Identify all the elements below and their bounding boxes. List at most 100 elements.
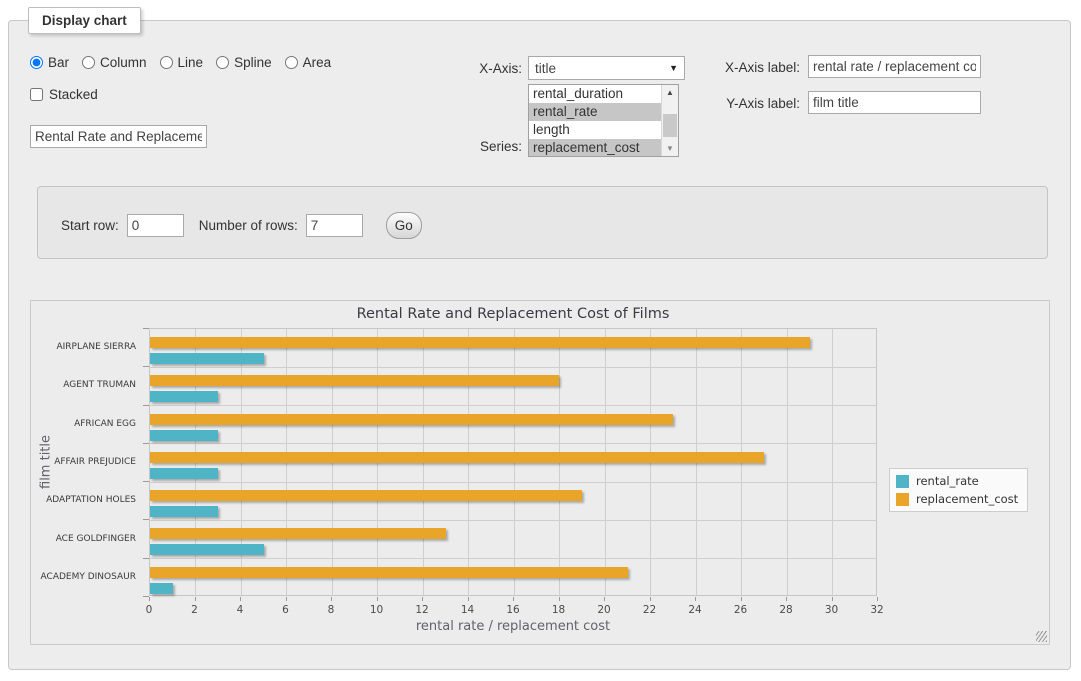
scrollbar-thumb[interactable] <box>663 114 677 137</box>
x-tick <box>422 597 423 601</box>
fieldset-legend: Display chart <box>28 7 141 34</box>
x-tick-label: 24 <box>680 604 710 616</box>
chart-container: Rental Rate and Replacement Cost of Film… <box>30 300 1050 645</box>
x-tick <box>468 597 469 601</box>
radio-column-label: Column <box>100 55 147 70</box>
x-tick-label: 18 <box>544 604 574 616</box>
legend-label: replacement_cost <box>916 492 1018 506</box>
radio-spline-label: Spline <box>234 55 272 70</box>
bar-rental_rate <box>150 430 218 441</box>
series-option-replacement_cost[interactable]: replacement_cost <box>529 139 661 157</box>
number-of-rows-input[interactable] <box>306 214 363 237</box>
series-scrollbar[interactable]: ▲ ▼ <box>661 85 678 156</box>
bar-rental_rate <box>150 468 218 479</box>
radio-area-input[interactable] <box>285 56 298 69</box>
gridline <box>150 558 876 559</box>
radio-column-input[interactable] <box>82 56 95 69</box>
radio-spline-input[interactable] <box>216 56 229 69</box>
resize-handle-icon[interactable] <box>1036 631 1047 642</box>
radio-bar-input[interactable] <box>30 56 43 69</box>
chart-x-axis-title: rental rate / replacement cost <box>149 619 877 634</box>
series-option-rental_rate[interactable]: rental_rate <box>529 103 661 121</box>
x-axis-label-label: X-Axis label: <box>690 60 800 75</box>
legend-item-rental_rate: rental_rate <box>896 474 1018 488</box>
page: Display chart Bar Column Line Spline Area St… <box>0 0 1081 681</box>
scroll-down-icon[interactable]: ▼ <box>662 141 678 156</box>
x-axis-label-input[interactable] <box>808 55 981 78</box>
bar-replacement_cost <box>150 567 628 578</box>
x-tick <box>240 597 241 601</box>
x-tick-label: 32 <box>862 604 892 616</box>
y-tick <box>143 519 149 520</box>
x-tick <box>877 597 878 601</box>
x-tick-label: 20 <box>589 604 619 616</box>
bar-replacement_cost <box>150 490 582 501</box>
chart-legend: rental_rate replacement_cost <box>889 468 1028 512</box>
x-tick <box>559 597 560 601</box>
bar-replacement_cost <box>150 375 559 386</box>
go-button[interactable]: Go <box>386 212 422 239</box>
x-tick <box>741 597 742 601</box>
legend-label: rental_rate <box>916 474 979 488</box>
series-option-rental_duration[interactable]: rental_duration <box>529 85 661 103</box>
x-tick <box>377 597 378 601</box>
x-tick <box>149 597 150 601</box>
x-axis-selected-value: title <box>535 61 669 76</box>
category-label: ACADEMY DINOSAUR <box>31 572 143 582</box>
y-tick <box>143 366 149 367</box>
series-multiselect[interactable]: rental_durationrental_ratelengthreplacem… <box>528 84 679 157</box>
series-option-length[interactable]: length <box>529 121 661 139</box>
x-tick-label: 16 <box>498 604 528 616</box>
bar-replacement_cost <box>150 452 764 463</box>
gridline <box>150 367 876 368</box>
x-tick-label: 30 <box>817 604 847 616</box>
chart-title-input[interactable] <box>30 125 207 148</box>
y-tick <box>143 481 149 482</box>
chart-title: Rental Rate and Replacement Cost of Film… <box>149 306 877 322</box>
chart-type-radio-bar[interactable]: Bar <box>30 55 69 70</box>
bar-rental_rate <box>150 391 218 402</box>
bar-replacement_cost <box>150 414 673 425</box>
chart-type-radio-line[interactable]: Line <box>160 55 204 70</box>
gridline <box>150 405 876 406</box>
bar-rental_rate <box>150 583 173 594</box>
radio-line-input[interactable] <box>160 56 173 69</box>
radio-area-label: Area <box>303 55 332 70</box>
gridline <box>832 329 833 595</box>
stacked-checkbox[interactable] <box>30 88 43 101</box>
x-tick <box>331 597 332 601</box>
chart-type-radio-spline[interactable]: Spline <box>216 55 272 70</box>
stacked-label: Stacked <box>49 87 98 102</box>
gridline <box>150 520 876 521</box>
x-tick-label: 4 <box>225 604 255 616</box>
x-tick-label: 26 <box>726 604 756 616</box>
stacked-checkbox-row[interactable]: Stacked <box>30 87 98 102</box>
x-tick <box>513 597 514 601</box>
chart-type-radio-column[interactable]: Column <box>82 55 147 70</box>
bar-replacement_cost <box>150 337 810 348</box>
start-row-label: Start row: <box>61 218 119 233</box>
radio-line-label: Line <box>178 55 204 70</box>
chart-type-group: Bar Column Line Spline Area <box>30 55 331 70</box>
bar-rental_rate <box>150 353 264 364</box>
bar-replacement_cost <box>150 528 446 539</box>
x-axis-select[interactable]: title ▼ <box>528 56 685 80</box>
x-tick-label: 22 <box>635 604 665 616</box>
x-tick <box>604 597 605 601</box>
x-tick-label: 12 <box>407 604 437 616</box>
x-tick <box>786 597 787 601</box>
start-row-input[interactable] <box>127 214 184 237</box>
category-label: AIRPLANE SIERRA <box>31 342 143 352</box>
number-of-rows-label: Number of rows: <box>199 218 298 233</box>
category-label: AFFAIR PREJUDICE <box>31 457 143 467</box>
y-tick <box>143 443 149 444</box>
x-tick-label: 0 <box>134 604 164 616</box>
x-tick <box>695 597 696 601</box>
y-tick <box>143 405 149 406</box>
gridline <box>787 329 788 595</box>
y-axis-label-input[interactable] <box>808 91 981 114</box>
scroll-up-icon[interactable]: ▲ <box>662 85 678 100</box>
row-controls-panel: Start row: Number of rows: Go <box>37 186 1048 259</box>
x-tick-label: 10 <box>362 604 392 616</box>
chart-type-radio-area[interactable]: Area <box>285 55 332 70</box>
